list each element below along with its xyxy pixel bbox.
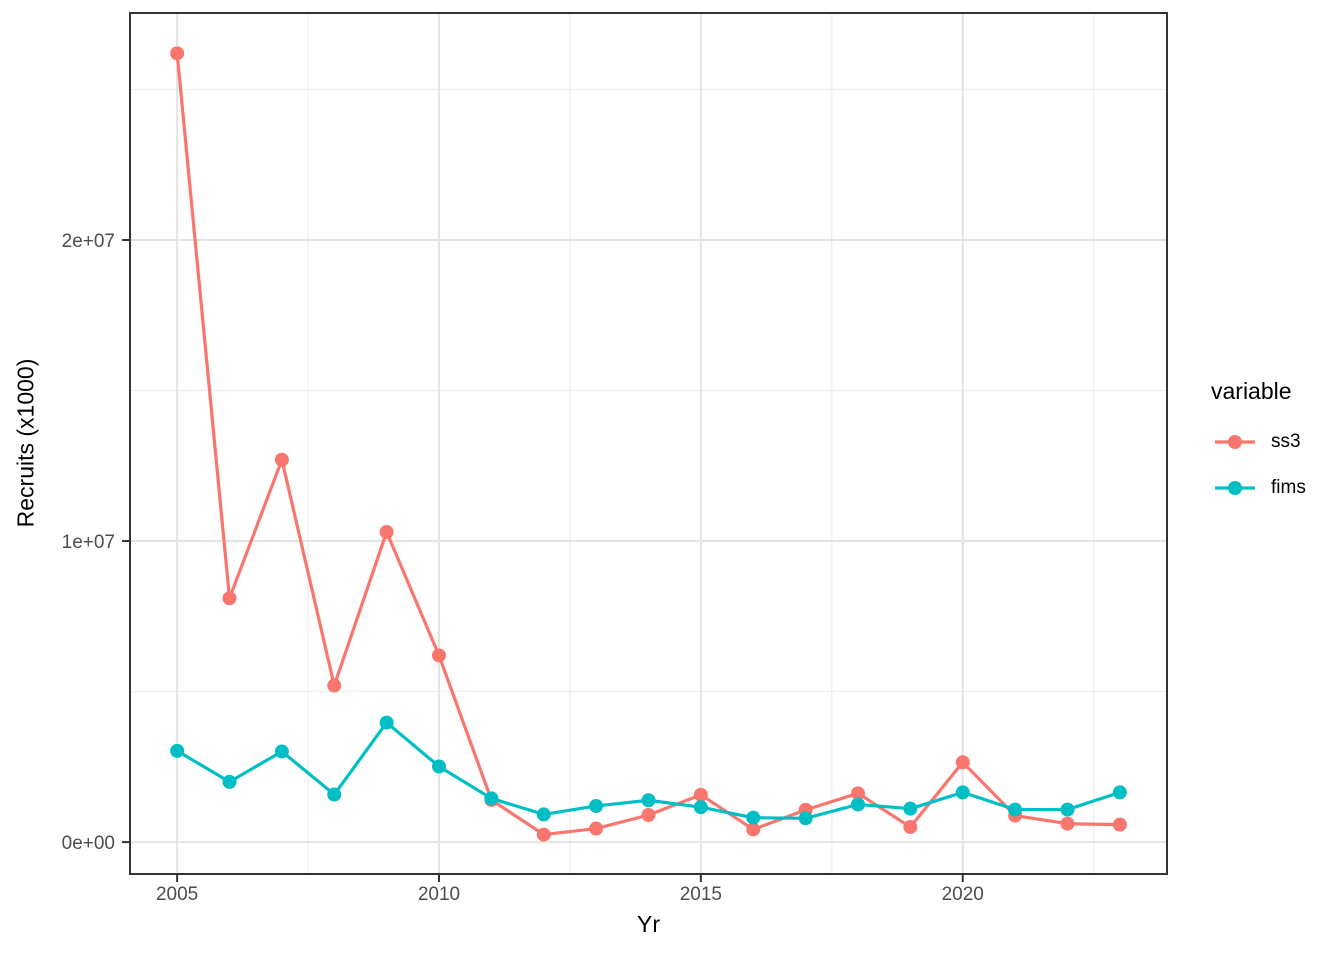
panel-frame (129, 12, 1168, 875)
axis-ticks (122, 238, 964, 882)
point-fims-2010 (432, 759, 447, 774)
point-ss3-2008 (327, 678, 342, 693)
point-ss3-2022 (1060, 816, 1075, 831)
point-fims-2013 (589, 798, 604, 813)
point-ss3-2013 (589, 821, 604, 836)
point-fims-2023 (1112, 785, 1127, 800)
legend-item-label: ss3 (1271, 431, 1301, 452)
legend: variable ss3 fims (1211, 377, 1306, 511)
point-ss3-2012 (536, 827, 551, 842)
panel-border (129, 12, 1168, 875)
point-ss3-2018 (850, 786, 865, 801)
point-ss3-2020 (955, 755, 970, 770)
legend-item-fims: fims (1211, 465, 1306, 511)
point-fims-2021 (1008, 802, 1023, 817)
point-fims-2011 (484, 791, 499, 806)
point-ss3-2016 (746, 822, 761, 837)
point-fims-2016 (746, 810, 761, 825)
point-fims-2012 (536, 807, 551, 822)
legend-items: ss3 fims (1211, 419, 1306, 511)
point-ss3-2023 (1112, 817, 1127, 832)
point-fims-2019 (903, 801, 918, 816)
x-tick-label: 2020 (942, 884, 984, 905)
gridlines-major (130, 13, 1167, 874)
data-series (170, 46, 1127, 842)
legend-key-point (1228, 435, 1242, 449)
point-ss3-2005 (170, 46, 185, 61)
x-axis-title: Yr (637, 911, 660, 937)
y-tick-label: 2e+07 (62, 231, 115, 252)
point-fims-2017 (798, 811, 813, 826)
point-fims-2005 (170, 743, 185, 758)
point-ss3-2014 (641, 807, 656, 822)
point-ss3-2010 (432, 648, 447, 663)
y-tick-label: 1e+07 (62, 532, 115, 553)
point-ss3-2006 (222, 591, 237, 606)
y-axis-title: Recruits (x1000) (12, 358, 39, 528)
point-fims-2014 (641, 793, 656, 808)
point-fims-2015 (693, 800, 708, 815)
point-fims-2018 (850, 797, 865, 812)
legend-title: variable (1211, 378, 1292, 404)
legend-key-point (1228, 481, 1242, 495)
point-ss3-2019 (903, 820, 918, 835)
x-tick-label: 2015 (680, 884, 722, 905)
legend-key-fims (1215, 481, 1255, 495)
point-fims-2020 (955, 785, 970, 800)
point-fims-2007 (274, 744, 289, 759)
point-ss3-2007 (274, 452, 289, 467)
point-ss3-2015 (693, 787, 708, 802)
gridlines-minor (130, 13, 1167, 874)
axis-tick-labels: 2005 2010 2015 2020 0e+00 1e+07 2e+07 (62, 231, 984, 905)
y-tick-label: 0e+00 (62, 833, 115, 854)
point-fims-2022 (1060, 802, 1075, 817)
legend-item-ss3: ss3 (1211, 419, 1306, 465)
panel-background (130, 13, 1167, 874)
point-ss3-2009 (379, 525, 394, 540)
x-tick-label: 2010 (418, 884, 460, 905)
legend-key-ss3 (1215, 435, 1255, 449)
point-fims-2008 (327, 787, 342, 802)
point-fims-2009 (379, 715, 394, 730)
point-fims-2006 (222, 774, 237, 789)
x-tick-label: 2005 (156, 884, 198, 905)
legend-item-label: fims (1271, 477, 1306, 498)
